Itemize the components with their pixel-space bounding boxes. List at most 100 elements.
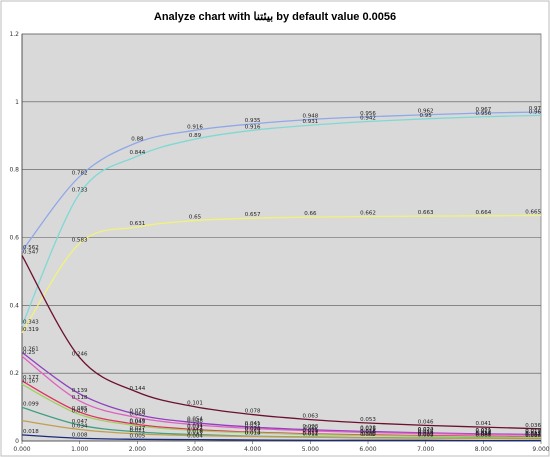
data-label: 0.046 (418, 419, 434, 425)
data-label: 0.664 (475, 210, 491, 216)
data-label: 0.009 (360, 432, 376, 438)
data-label: 0.343 (23, 320, 39, 326)
data-label: 0.012 (475, 431, 491, 437)
data-label: 0.008 (418, 432, 434, 438)
data-label: 0.018 (360, 429, 376, 435)
data-label: 0.053 (360, 417, 376, 423)
data-label: 0.008 (72, 432, 88, 438)
data-label: 0.041 (245, 421, 261, 427)
x-tick-label: 0.000 (13, 446, 30, 453)
data-label: 0.008 (475, 432, 491, 438)
data-label: 0.583 (72, 237, 88, 243)
series-line (21, 111, 542, 252)
data-label: 0.025 (360, 427, 376, 433)
data-label: 0.014 (245, 430, 261, 436)
data-label: 0.03 (304, 425, 317, 431)
data-label: 0.078 (129, 409, 145, 415)
data-label: 0.021 (302, 428, 318, 434)
data-label: 0.011 (302, 431, 318, 437)
data-label: 0.019 (187, 429, 203, 435)
data-label: 0.956 (360, 111, 376, 117)
data-label: 0.037 (245, 422, 261, 428)
data-label: 0.099 (23, 401, 39, 407)
data-label: 0.177 (23, 375, 39, 381)
data-label: 0.063 (302, 414, 318, 420)
data-label: 0.657 (245, 212, 261, 218)
data-label: 0.011 (525, 431, 541, 437)
data-label: 0.844 (129, 150, 145, 156)
y-tick-label: 0.2 (9, 370, 19, 377)
series-line (21, 355, 542, 436)
data-label: 0.016 (418, 430, 434, 436)
data-label: 0.028 (360, 426, 376, 432)
data-label: 0.078 (72, 409, 88, 415)
x-tick-label: 3.000 (186, 446, 203, 453)
data-label: 0.935 (245, 118, 261, 124)
data-label: 0.024 (245, 427, 261, 433)
data-label: 0.005 (129, 433, 145, 439)
data-label: 0.97 (529, 106, 542, 112)
data-label: 0.931 (302, 119, 318, 125)
y-tick-label: 0 (15, 438, 19, 445)
data-label: 0.65 (189, 215, 202, 221)
data-label: 0.319 (23, 327, 39, 333)
data-label: 0.069 (129, 412, 145, 418)
data-label: 0.034 (72, 423, 88, 429)
data-label: 0.024 (418, 427, 434, 433)
x-tick-label: 8.000 (475, 446, 492, 453)
data-label: 0.054 (187, 417, 203, 423)
data-label: 0.96 (529, 109, 542, 115)
data-label: 0.101 (187, 401, 203, 407)
data-label: 0.006 (525, 433, 541, 439)
gridlines (22, 33, 541, 374)
data-label: 0.95 (420, 113, 433, 119)
data-label: 0.948 (302, 113, 318, 119)
y-tick-label: 1 (15, 99, 19, 106)
data-label: 0.036 (525, 423, 541, 429)
series-line (21, 383, 542, 438)
data-label: 0.033 (302, 424, 318, 430)
data-label: 0.662 (360, 210, 376, 216)
data-label: 0.782 (72, 170, 88, 176)
axes: 0 0.2 0.4 0.6 0.8 1 1.2 0.000 1.000 2.000 3.000 4.0… (9, 31, 549, 453)
data-label: 0.547 (23, 249, 39, 255)
series-layer (21, 111, 542, 442)
data-label: 0.967 (475, 107, 491, 113)
data-label: 0.916 (245, 124, 261, 130)
x-tick-label: 1.000 (71, 446, 88, 453)
x-tick-label: 6.000 (359, 446, 376, 453)
data-label: 0.261 (23, 346, 39, 352)
x-tick-label: 7.000 (417, 446, 434, 453)
series-line (21, 434, 542, 442)
data-label: 0.004 (187, 434, 203, 440)
data-label: 0.562 (23, 245, 39, 251)
data-label: 0.009 (418, 432, 434, 438)
data-label: 0.031 (187, 424, 203, 430)
data-label: 0.016 (187, 430, 203, 436)
series-line (21, 114, 542, 326)
x-tick-label: 9.000 (532, 446, 549, 453)
data-label: 0.021 (129, 428, 145, 434)
data-label: 0.962 (418, 109, 434, 115)
data-label: 0.118 (72, 395, 88, 401)
data-label: 0.956 (475, 111, 491, 117)
x-tick-label: 2.000 (129, 446, 146, 453)
data-label: 0.014 (475, 430, 491, 436)
data-label: 0.916 (187, 124, 203, 130)
data-label: 0.049 (129, 418, 145, 424)
data-label: 0.631 (129, 221, 145, 227)
data-label: 0.027 (129, 426, 145, 432)
data-label: 0.01 (362, 432, 374, 438)
data-label: 0.047 (72, 419, 88, 425)
data-label: 0.019 (302, 429, 318, 435)
x-tick-label: 5.000 (302, 446, 319, 453)
data-label: 0.018 (23, 429, 39, 435)
data-label: 0.144 (129, 386, 145, 392)
data-label: 0.019 (525, 429, 541, 435)
data-label: 0.246 (72, 352, 88, 358)
data-label: 0.034 (187, 423, 203, 429)
data-label: 0.019 (475, 429, 491, 435)
series-line (21, 214, 542, 334)
